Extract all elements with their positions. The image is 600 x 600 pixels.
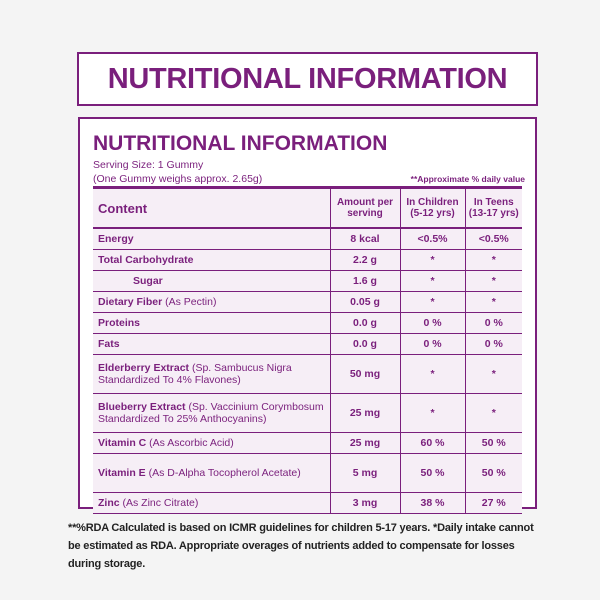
nutrient-name: Sugar [133, 274, 163, 287]
teens-cell: <0.5% [465, 228, 522, 250]
column-header-text: Amount per [336, 197, 394, 208]
column-header-text: (5-12 yrs) [410, 208, 455, 219]
amount-cell: 50 mg [330, 354, 401, 394]
amount-cell: 25 mg [330, 432, 401, 454]
teens-cell: 50 % [465, 453, 522, 493]
nutrition-table: Content Amount per serving In Children (5-12… [93, 186, 522, 514]
children-cell: 0 % [400, 333, 466, 355]
nutrient-name: Vitamin C [98, 436, 147, 449]
table-row: Total Carbohydrate 2.2 g * * [93, 249, 522, 271]
amount-cell: 3 mg [330, 492, 401, 514]
amount-cell: 5 mg [330, 453, 401, 493]
children-cell: 0 % [400, 312, 466, 334]
nutrient-cell: Vitamin C (As Ascorbic Acid) [93, 432, 331, 454]
amount-cell: 2.2 g [330, 249, 401, 271]
column-header: In Children (5-12 yrs) [400, 187, 466, 229]
column-header: Content [93, 187, 331, 229]
nutrient-name: Blueberry Extract [98, 400, 186, 413]
teens-cell: * [465, 270, 522, 292]
children-cell: * [400, 291, 466, 313]
nutrient-note: (Sp. Vaccinium Corymbosum Standardized T… [98, 400, 324, 425]
table-row: Sugar 1.6 g * * [93, 270, 522, 292]
table-row: Zinc (As Zinc Citrate) 3 mg 38 % 27 % [93, 492, 522, 514]
teens-cell: 0 % [465, 312, 522, 334]
nutrient-cell: Blueberry Extract (Sp. Vaccinium Corymbo… [93, 393, 331, 433]
nutrient-cell: Zinc (As Zinc Citrate) [93, 492, 331, 514]
teens-cell: * [465, 393, 522, 433]
nutrient-name: Vitamin E [98, 466, 146, 479]
nutrient-name: Fats [98, 337, 120, 350]
table-row: Dietary Fiber (As Pectin) 0.05 g * * [93, 291, 522, 313]
amount-cell: 25 mg [330, 393, 401, 433]
column-header-text: In Children [406, 197, 459, 208]
children-cell: * [400, 249, 466, 271]
table-row: Vitamin E (As D-Alpha Tocopherol Acetate… [93, 453, 522, 493]
nutrient-name: Dietary Fiber [98, 295, 163, 308]
footnote: **%RDA Calculated is based on ICMR guide… [68, 522, 534, 570]
serving-weight: (One Gummy weighs approx. 2.65g) [93, 173, 263, 185]
children-cell: 60 % [400, 432, 466, 454]
nutrient-cell: Proteins [93, 312, 331, 334]
nutrient-note: (As Zinc Citrate) [122, 496, 199, 509]
panel-title: NUTRITIONAL INFORMATION [93, 132, 388, 155]
nutrient-note: (Sp. Sambucus Nigra Standardized To 4% F… [98, 361, 292, 386]
teens-cell: * [465, 354, 522, 394]
children-cell: 50 % [400, 453, 466, 493]
column-header-text: In Teens [473, 197, 514, 208]
nutrient-cell: Energy [93, 228, 331, 250]
nutrient-note: (As Pectin) [165, 295, 217, 308]
nutrient-name: Energy [98, 232, 134, 245]
column-header: In Teens (13-17 yrs) [465, 187, 522, 229]
nutrient-cell: Sugar [93, 270, 331, 292]
children-cell: 38 % [400, 492, 466, 514]
teens-cell: 50 % [465, 432, 522, 454]
children-cell: * [400, 270, 466, 292]
nutrient-cell: Vitamin E (As D-Alpha Tocopherol Acetate… [93, 453, 331, 493]
amount-cell: 0.0 g [330, 312, 401, 334]
column-header: Amount per serving [330, 187, 401, 229]
children-cell: * [400, 393, 466, 433]
nutrient-name: Total Carbohydrate [98, 253, 194, 266]
table-row: Elderberry Extract (Sp. Sambucus Nigra S… [93, 354, 522, 394]
teens-cell: 0 % [465, 333, 522, 355]
teens-cell: * [465, 291, 522, 313]
amount-cell: 0.05 g [330, 291, 401, 313]
serving-size: Serving Size: 1 Gummy [93, 159, 204, 171]
header-title: NUTRITIONAL INFORMATION [77, 52, 538, 106]
nutrient-note: (As Ascorbic Acid) [149, 436, 234, 449]
column-header-text: serving [347, 208, 383, 219]
nutrient-note: (As D-Alpha Tocopherol Acetate) [148, 466, 301, 479]
nutrient-cell: Dietary Fiber (As Pectin) [93, 291, 331, 313]
nutrient-name: Elderberry Extract [98, 361, 190, 374]
table-row: Vitamin C (As Ascorbic Acid) 25 mg 60 % 50 … [93, 432, 522, 454]
column-header-text: (13-17 yrs) [468, 208, 519, 219]
children-cell: * [400, 354, 466, 394]
column-header-text: Content [98, 200, 148, 216]
daily-note: **Approximate % daily value [410, 174, 525, 184]
nutrient-cell: Elderberry Extract (Sp. Sambucus Nigra S… [93, 354, 331, 394]
nutrient-cell: Fats [93, 333, 331, 355]
nutrient-name: Zinc [98, 496, 120, 509]
amount-cell: 8 kcal [330, 228, 401, 250]
amount-cell: 0.0 g [330, 333, 401, 355]
teens-cell: 27 % [465, 492, 522, 514]
table-row: Blueberry Extract (Sp. Vaccinium Corymbo… [93, 393, 522, 433]
nutrient-cell: Total Carbohydrate [93, 249, 331, 271]
nutrient-name: Proteins [98, 316, 141, 329]
panel: NUTRITIONAL INFORMATION Serving Size: 1 … [78, 117, 537, 514]
table-row: Energy 8 kcal <0.5% <0.5% [93, 228, 522, 250]
children-cell: <0.5% [400, 228, 466, 250]
teens-cell: * [465, 249, 522, 271]
amount-cell: 1.6 g [330, 270, 401, 292]
